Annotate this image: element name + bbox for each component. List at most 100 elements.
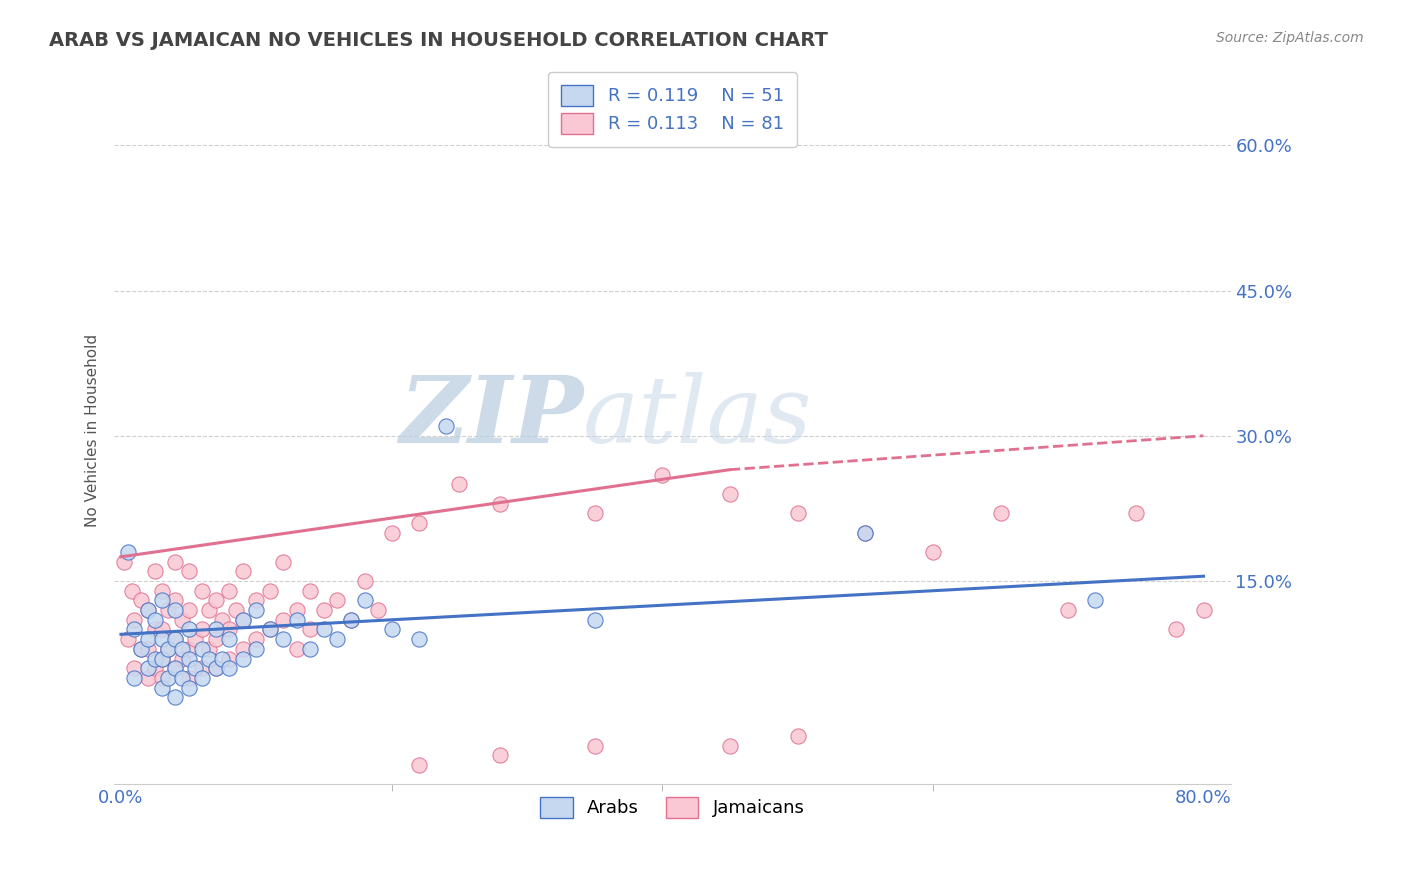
Point xyxy=(157,641,180,656)
Point xyxy=(285,603,308,617)
Point xyxy=(218,651,240,665)
Point xyxy=(1057,603,1080,617)
Point xyxy=(150,583,173,598)
Point xyxy=(232,641,254,656)
Point xyxy=(129,641,152,656)
Point xyxy=(434,419,457,434)
Point xyxy=(204,661,226,675)
Point xyxy=(191,583,214,598)
Point xyxy=(177,641,200,656)
Point xyxy=(136,671,159,685)
Point xyxy=(150,651,173,665)
Point xyxy=(184,661,207,675)
Point xyxy=(232,565,254,579)
Point xyxy=(718,739,741,753)
Point xyxy=(124,613,146,627)
Point xyxy=(273,632,295,647)
Point xyxy=(165,632,187,647)
Point xyxy=(170,613,193,627)
Point xyxy=(211,651,233,665)
Point xyxy=(191,671,214,685)
Point xyxy=(143,661,166,675)
Point xyxy=(259,623,281,637)
Text: ARAB VS JAMAICAN NO VEHICLES IN HOUSEHOLD CORRELATION CHART: ARAB VS JAMAICAN NO VEHICLES IN HOUSEHOL… xyxy=(49,31,828,50)
Point xyxy=(285,613,308,627)
Point xyxy=(853,525,876,540)
Point xyxy=(232,651,254,665)
Point xyxy=(273,613,295,627)
Point xyxy=(245,603,267,617)
Point xyxy=(170,641,193,656)
Point xyxy=(204,661,226,675)
Point xyxy=(129,593,152,607)
Point xyxy=(273,555,295,569)
Point xyxy=(157,671,180,685)
Point xyxy=(150,593,173,607)
Point xyxy=(211,613,233,627)
Point xyxy=(165,661,187,675)
Point xyxy=(990,506,1012,520)
Point xyxy=(165,593,187,607)
Point xyxy=(312,623,335,637)
Point xyxy=(225,603,247,617)
Point xyxy=(150,623,173,637)
Point xyxy=(232,613,254,627)
Point xyxy=(408,516,430,530)
Point xyxy=(198,641,221,656)
Point xyxy=(177,565,200,579)
Point xyxy=(177,651,200,665)
Point xyxy=(1084,593,1107,607)
Point xyxy=(143,623,166,637)
Point xyxy=(922,545,945,559)
Point xyxy=(408,632,430,647)
Point xyxy=(124,661,146,675)
Point xyxy=(191,623,214,637)
Point xyxy=(150,671,173,685)
Point xyxy=(299,583,322,598)
Point xyxy=(198,603,221,617)
Point xyxy=(786,729,808,743)
Point xyxy=(218,583,240,598)
Point xyxy=(326,593,349,607)
Point xyxy=(651,467,673,482)
Point xyxy=(489,748,512,763)
Point xyxy=(191,641,214,656)
Point xyxy=(583,739,606,753)
Point xyxy=(299,641,322,656)
Point xyxy=(170,651,193,665)
Point xyxy=(232,613,254,627)
Point xyxy=(1125,506,1147,520)
Point xyxy=(124,671,146,685)
Point xyxy=(312,603,335,617)
Point xyxy=(204,632,226,647)
Point xyxy=(1192,603,1215,617)
Point xyxy=(718,487,741,501)
Point xyxy=(124,623,146,637)
Point xyxy=(165,690,187,705)
Point xyxy=(583,613,606,627)
Point xyxy=(408,758,430,772)
Point xyxy=(245,641,267,656)
Point xyxy=(191,661,214,675)
Legend: Arabs, Jamaicans: Arabs, Jamaicans xyxy=(533,789,813,825)
Point xyxy=(165,632,187,647)
Point xyxy=(1166,623,1188,637)
Point xyxy=(786,506,808,520)
Point xyxy=(143,613,166,627)
Text: ZIP: ZIP xyxy=(399,372,583,462)
Point xyxy=(170,671,193,685)
Point xyxy=(129,641,152,656)
Point xyxy=(112,555,135,569)
Point xyxy=(367,603,389,617)
Point xyxy=(117,545,139,559)
Point xyxy=(381,525,404,540)
Point xyxy=(326,632,349,647)
Point xyxy=(136,603,159,617)
Point xyxy=(165,661,187,675)
Text: Source: ZipAtlas.com: Source: ZipAtlas.com xyxy=(1216,31,1364,45)
Point xyxy=(150,632,173,647)
Point xyxy=(299,623,322,637)
Point xyxy=(165,603,187,617)
Point xyxy=(583,506,606,520)
Point xyxy=(150,681,173,695)
